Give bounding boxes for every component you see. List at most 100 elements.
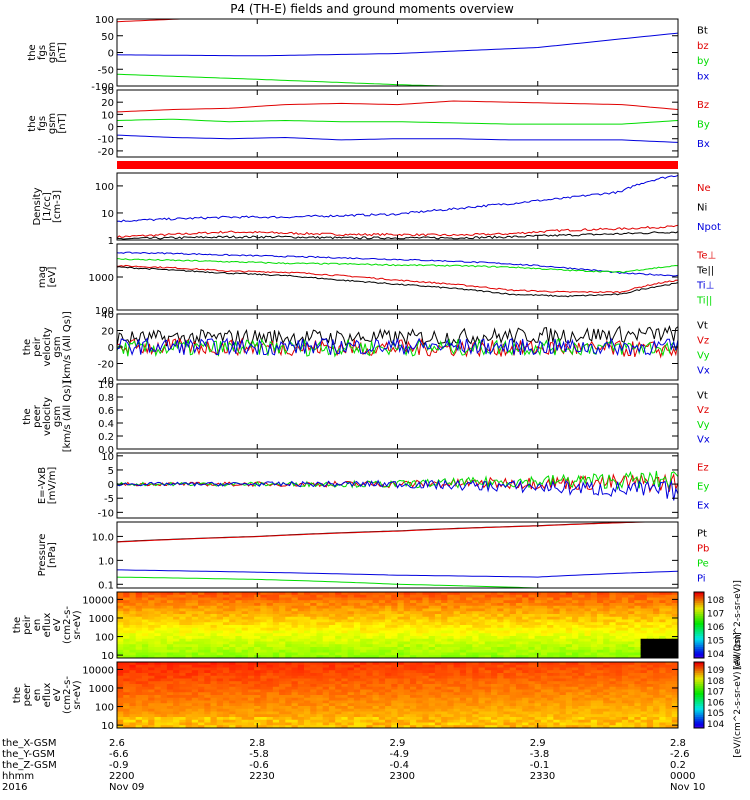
heatmap-cell — [453, 703, 461, 707]
heatmap-cell — [515, 662, 523, 666]
heatmap-cell — [409, 655, 417, 658]
heatmap-cell — [160, 619, 168, 623]
heatmap-cell — [372, 667, 380, 671]
heatmap-cell — [247, 686, 255, 691]
heatmap-cell — [160, 719, 168, 724]
heatmap-cell — [341, 700, 349, 704]
heatmap-cell — [366, 603, 374, 607]
heatmap-cell — [272, 597, 280, 601]
heatmap-cell — [640, 627, 648, 632]
heatmap-cell — [135, 725, 143, 728]
heatmap-cell — [166, 673, 174, 677]
heatmap-cell — [229, 614, 237, 618]
heatmap-cell — [509, 664, 517, 669]
legend-temps-0: Te⊥ — [696, 251, 716, 262]
heatmap-cell — [372, 714, 380, 718]
heatmap-cell — [609, 592, 617, 596]
heatmap-cell — [222, 681, 230, 685]
heatmap-cell — [123, 719, 131, 724]
heatmap-cell — [135, 649, 143, 654]
heatmap-cell — [522, 703, 529, 707]
heatmap-cell — [341, 684, 349, 688]
heatmap-cell — [621, 636, 629, 640]
heatmap-cell — [123, 630, 131, 634]
heatmap-cell — [129, 649, 137, 654]
heatmap-cell — [260, 647, 268, 651]
heatmap-cell — [503, 667, 511, 671]
heatmap-cell — [316, 649, 324, 654]
heatmap-cell — [565, 706, 573, 710]
heatmap-cell — [646, 636, 654, 640]
heatmap-cell — [160, 708, 168, 713]
heatmap-cell — [596, 725, 604, 728]
heatmap-cell — [447, 708, 455, 713]
heatmap-cell — [179, 641, 187, 645]
heatmap-cell — [191, 717, 199, 721]
heatmap-cell — [609, 700, 617, 704]
heatmap-cell — [247, 678, 255, 682]
heatmap-cell — [235, 630, 243, 634]
heatmap-cell — [117, 706, 124, 710]
heatmap-cell — [154, 619, 162, 623]
heatmap-cell — [534, 600, 542, 604]
heatmap-cell — [590, 655, 598, 658]
heatmap-cell — [279, 611, 286, 615]
heatmap-cell — [148, 627, 155, 632]
heatmap-cell — [229, 722, 237, 726]
heatmap-cell — [117, 630, 124, 634]
heatmap-cell — [559, 655, 567, 658]
heatmap-cell — [503, 695, 511, 699]
heatmap-cell — [385, 700, 392, 704]
heatmap-cell — [671, 638, 678, 643]
heatmap-cell — [515, 600, 523, 604]
heatmap-cell — [615, 722, 623, 726]
heatmap-cell — [634, 638, 642, 643]
heatmap-cell — [484, 703, 492, 707]
heatmap-cell — [621, 717, 629, 721]
series-line-efield-2 — [117, 479, 678, 501]
heatmap-cell — [522, 717, 529, 721]
heatmap-cell — [628, 600, 635, 604]
heatmap-cell — [148, 641, 155, 645]
xaxis-row-label: the_Y-GSM — [2, 749, 55, 760]
heatmap-cell — [297, 641, 305, 645]
heatmap-cell — [378, 641, 386, 645]
heatmap-cell — [422, 625, 430, 629]
heatmap-cell — [229, 616, 237, 621]
heatmap-cell — [160, 725, 168, 728]
heatmap-cell — [646, 652, 654, 656]
heatmap-cell — [173, 714, 180, 718]
heatmap-cell — [590, 689, 598, 693]
legend-fgs_gsm-0: Bt — [697, 26, 708, 37]
heatmap-cell — [160, 667, 168, 671]
heatmap-cell — [335, 703, 342, 707]
heatmap-cell — [628, 711, 635, 715]
heatmap-cell — [297, 616, 305, 621]
heatmap-cell — [141, 678, 149, 682]
heatmap-cell — [603, 689, 611, 693]
heatmap-cell — [540, 592, 548, 596]
heatmap-cell — [472, 627, 480, 632]
heatmap-cell — [247, 638, 255, 643]
heatmap-cell — [304, 644, 311, 648]
heatmap-cell — [509, 636, 517, 640]
heatmap-cell — [472, 638, 480, 643]
heatmap-cell — [341, 670, 349, 674]
heatmap-cell — [191, 692, 199, 696]
heatmap-cell — [272, 697, 280, 702]
heatmap-cell — [534, 689, 542, 693]
heatmap-cell — [185, 633, 193, 637]
heatmap-cell — [341, 695, 349, 699]
heatmap-cell — [646, 719, 654, 724]
heatmap-cell — [659, 619, 667, 623]
heatmap-cell — [665, 608, 673, 612]
heatmap-cell — [135, 717, 143, 721]
heatmap-cell — [416, 592, 424, 596]
heatmap-cell — [603, 625, 611, 629]
heatmap-cell — [328, 652, 336, 656]
heatmap-cell — [428, 619, 436, 623]
heatmap-cell — [366, 700, 374, 704]
heatmap-cell — [254, 633, 261, 637]
